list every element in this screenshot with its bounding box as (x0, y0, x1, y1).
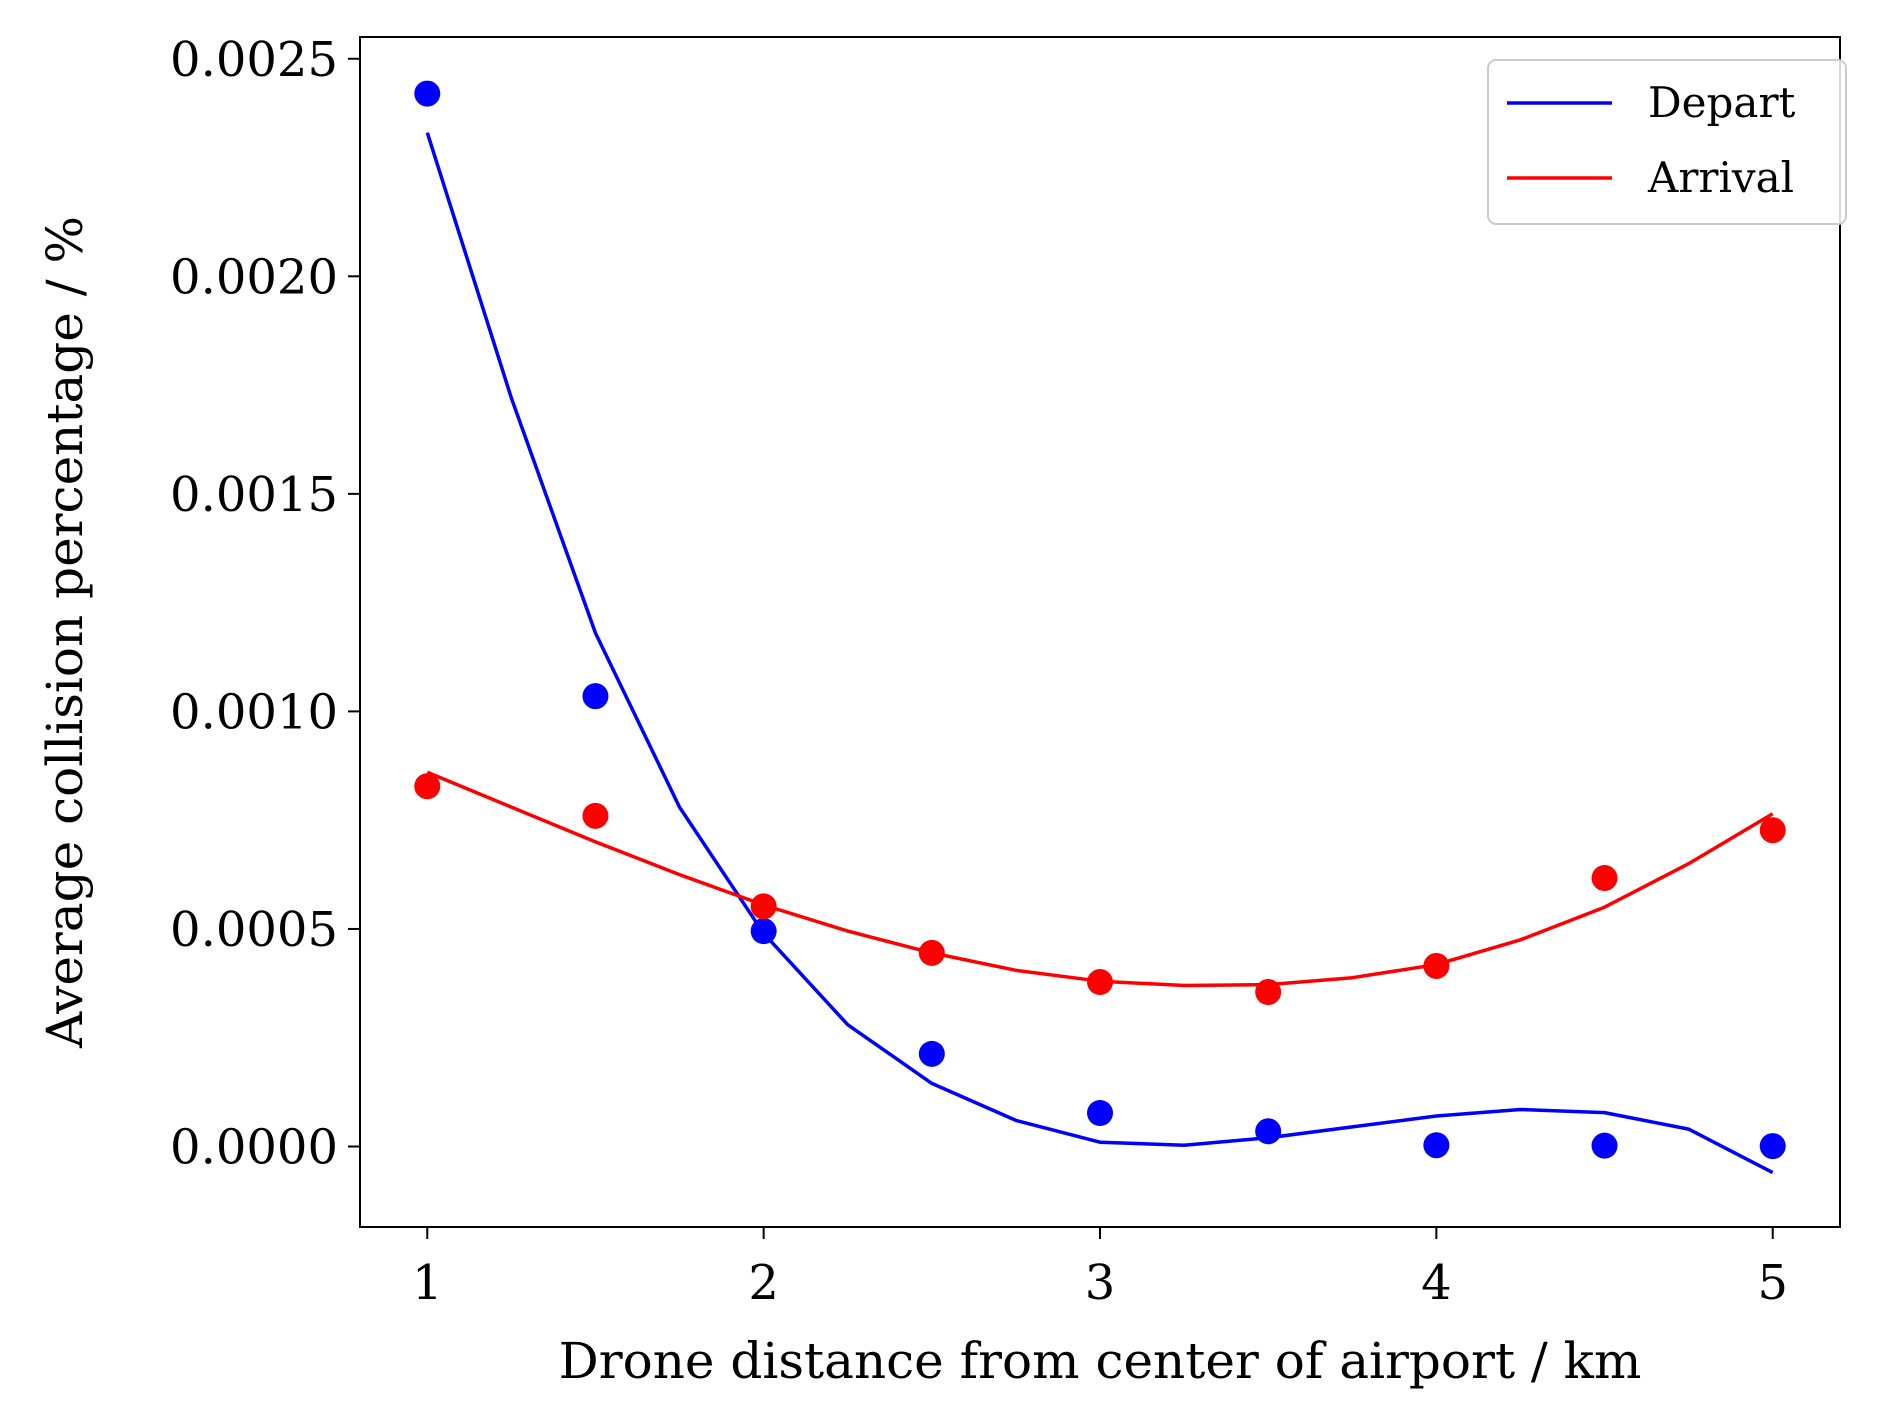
data-point-depart (1255, 1118, 1282, 1145)
data-point-depart (750, 918, 777, 945)
plot-area (414, 80, 1786, 1175)
data-point-depart (1087, 1100, 1113, 1127)
data-point-arrival (918, 939, 945, 966)
series-depart (414, 80, 1786, 1175)
data-point-arrival (414, 773, 441, 800)
y-axis: 0.0000 0.0005 0.0010 0.0015 0.0020 0.0025 (170, 32, 360, 1176)
x-axis-label: Drone distance from center of airport / … (559, 1332, 1642, 1390)
y-axis-label: Average collision percentage / % (36, 216, 94, 1049)
data-point-depart (1591, 1132, 1618, 1159)
data-point-depart (582, 683, 609, 710)
data-point-depart (414, 80, 441, 107)
x-tick-label: 1 (412, 1255, 443, 1311)
data-point-depart (1759, 1133, 1786, 1160)
x-tick-label: 4 (1421, 1255, 1452, 1311)
x-tick-label: 5 (1757, 1255, 1788, 1311)
legend-box (1487, 59, 1847, 225)
x-tick-label: 3 (1085, 1255, 1116, 1311)
y-tick-label: 0.0000 (170, 1120, 338, 1176)
x-tick-label: 2 (748, 1255, 779, 1311)
data-point-arrival (582, 802, 609, 829)
data-point-arrival (1423, 952, 1450, 979)
y-tick-label: 0.0010 (170, 684, 338, 740)
data-point-arrival (1087, 969, 1113, 996)
y-tick-label: 0.0005 (170, 902, 338, 958)
data-point-arrival (1759, 817, 1786, 844)
data-point-depart (918, 1040, 945, 1067)
data-point-arrival (1255, 979, 1282, 1006)
y-tick-label: 0.0015 (170, 467, 338, 523)
legend: Depart Arrival (1487, 59, 1847, 225)
data-point-arrival (750, 893, 777, 920)
data-point-arrival (1591, 865, 1618, 892)
x-axis: 1 2 3 4 5 (412, 1227, 1788, 1311)
data-point-depart (1423, 1132, 1450, 1159)
series-arrival (414, 770, 1786, 1006)
legend-label-depart: Depart (1648, 78, 1796, 127)
legend-label-arrival: Arrival (1647, 153, 1794, 202)
y-tick-label: 0.0025 (170, 32, 338, 88)
y-tick-label: 0.0020 (170, 249, 338, 305)
fit-line-depart (425, 132, 1774, 1175)
